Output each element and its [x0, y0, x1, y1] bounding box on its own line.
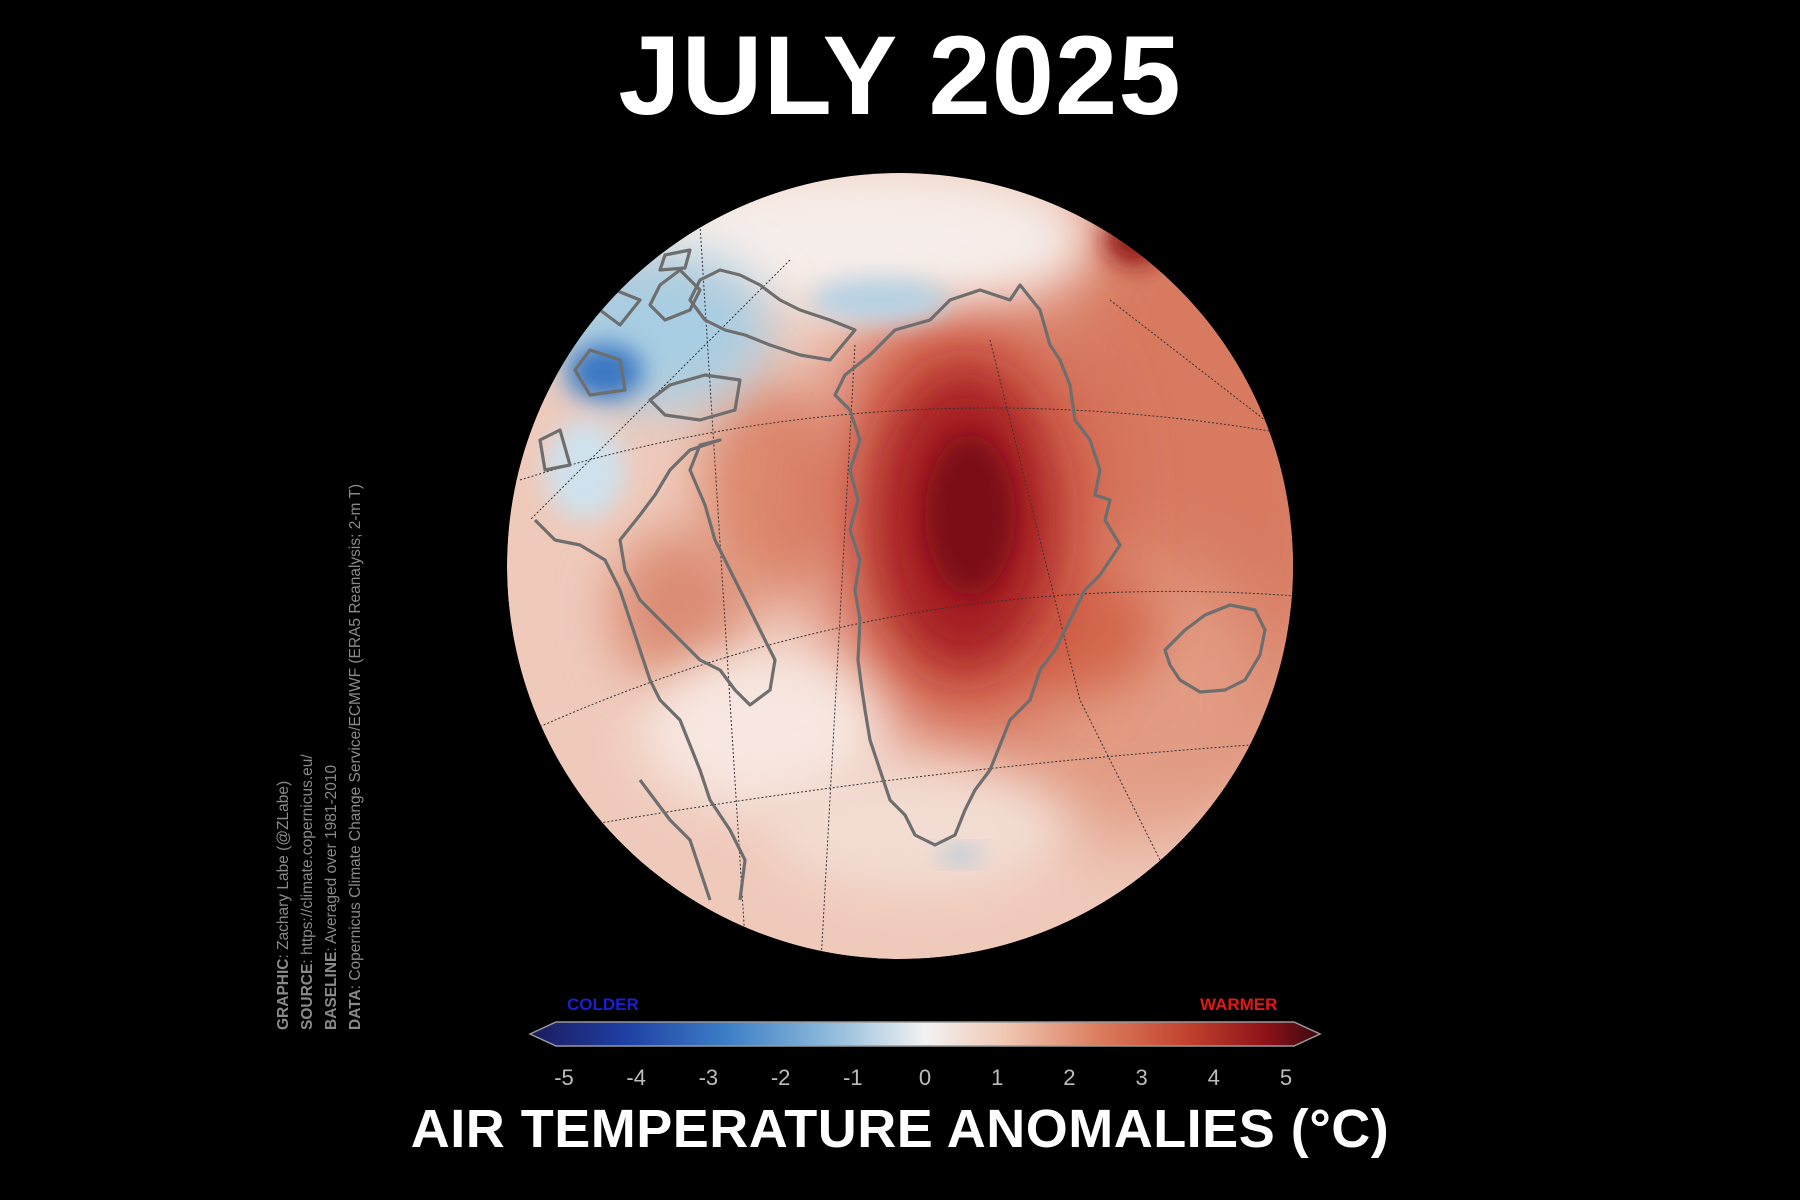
greenland-coastline — [833, 283, 1122, 847]
colorbar-warmer-label: WARMER — [1200, 995, 1278, 1014]
baffin-bay-warm-area — [700, 380, 840, 600]
page-title: JULY 2025 — [618, 13, 1182, 138]
svalbard-coastline — [1119, 226, 1151, 242]
credit-source: SOURCE: https://climate.copernicus.eu/ — [299, 754, 316, 1030]
credit-graphic: GRAPHIC: Zachary Labe (@ZLabe) — [275, 780, 292, 1030]
axel-heiberg-coastline — [648, 268, 702, 322]
colorbar-tick-label: -4 — [626, 1065, 646, 1090]
colorbar-tick-label: 5 — [1280, 1065, 1292, 1090]
credit-baseline: BASELINE: Averaged over 1981-2010 — [323, 764, 340, 1030]
labrador-coastline — [638, 779, 712, 901]
canada-mainland-coastline — [533, 518, 747, 901]
colorbar-tick-label: 3 — [1135, 1065, 1147, 1090]
credit-data: DATA: Copernicus Climate Change Service/… — [347, 483, 364, 1030]
colorbar-ticks: -5 -4 -3 -2 -1 0 1 2 3 4 5 — [554, 1065, 1292, 1090]
colorbar-gradient — [528, 1021, 1322, 1047]
colorbar-tick-label: -1 — [843, 1065, 863, 1090]
colorbar-tick-label: -5 — [554, 1065, 574, 1090]
iceland-coastline — [1163, 603, 1267, 694]
colorbar-unit-label: AIR TEMPERATURE ANOMALIES (°C) — [410, 1099, 1390, 1159]
colorbar-colder-label: COLDER — [567, 995, 639, 1014]
baffin-island-coastline — [618, 438, 777, 707]
colorbar — [528, 1021, 1322, 1047]
colorbar-tick-label: -2 — [771, 1065, 791, 1090]
colorbar-tick-label: 1 — [991, 1065, 1003, 1090]
colorbar-tick-label: 2 — [1063, 1065, 1075, 1090]
coastlines — [533, 226, 1267, 901]
devon-island-coastline — [648, 373, 742, 422]
colorbar-tick-label: 0 — [919, 1065, 931, 1090]
ellesmere-island-coastline — [688, 268, 857, 362]
credits-block: GRAPHIC: Zachary Labe (@ZLabe) SOURCE: h… — [272, 330, 372, 1030]
anomaly-field — [507, 173, 1293, 959]
colorbar-tick-label: -3 — [699, 1065, 719, 1090]
colorbar-tick-label: 4 — [1208, 1065, 1220, 1090]
